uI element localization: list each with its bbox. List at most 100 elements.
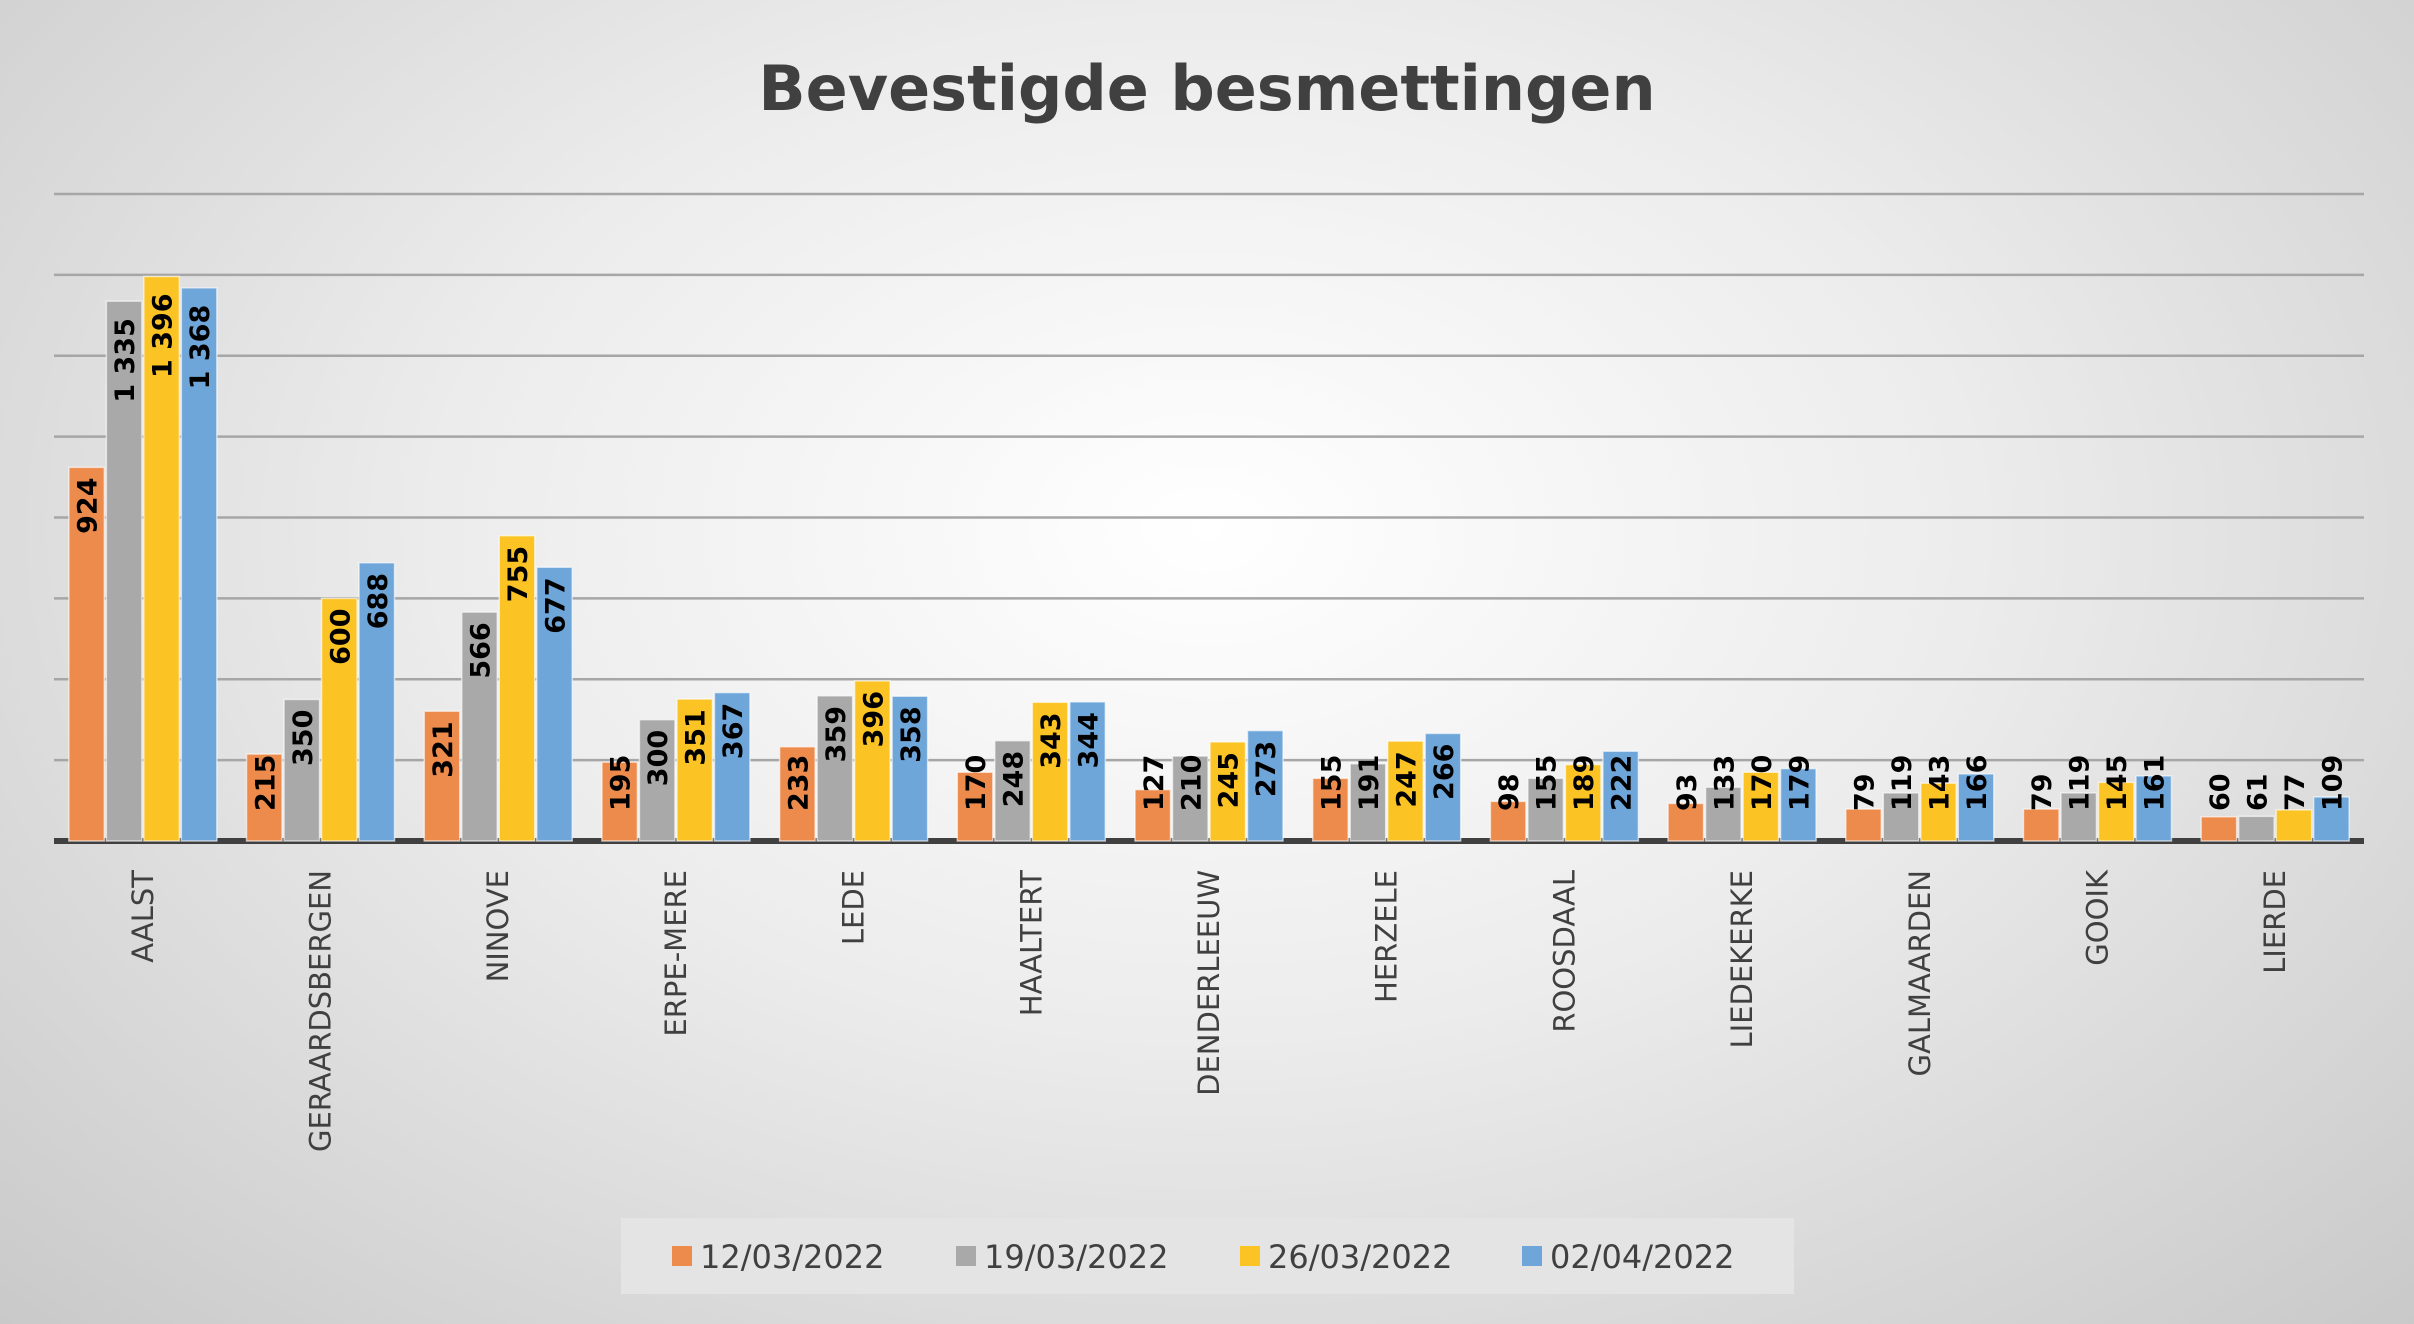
category-label: LIEDEKERKE: [1725, 870, 1759, 1049]
legend-label: 02/04/2022: [1550, 1238, 1734, 1276]
legend-label: 12/03/2022: [700, 1238, 884, 1276]
bar: [460, 611, 498, 842]
chart-title: Bevestigde besmettingen: [758, 52, 1655, 125]
data-label: 566: [465, 622, 496, 678]
bar: [1171, 755, 1209, 842]
bar: [956, 771, 994, 842]
category-labels: AALST GERAARDSBERGEN NINOVE ERPE-MERE LEDE HA…: [126, 869, 2292, 1152]
data-label: 155: [1532, 755, 1563, 811]
bar: [1311, 777, 1349, 842]
data-label: 109: [2317, 755, 2348, 811]
bar: [1489, 800, 1527, 842]
data-label: 189: [1569, 755, 1600, 811]
category-label: AALST: [126, 870, 160, 963]
bar: [1882, 792, 1920, 842]
bar: [358, 562, 396, 842]
bar: [891, 695, 929, 842]
data-label: 119: [2065, 755, 2096, 811]
data-label: 133: [1709, 755, 1740, 811]
data-label: 343: [1036, 712, 1067, 768]
bar: [1602, 750, 1640, 842]
bar: [1069, 701, 1107, 842]
data-label: 179: [1784, 755, 1815, 811]
data-label: 321: [428, 721, 459, 777]
data-label: 755: [503, 546, 534, 602]
category-label: LEDE: [837, 870, 871, 945]
bar: [676, 698, 714, 842]
data-label: 60: [2205, 773, 2236, 811]
bar: [1134, 788, 1172, 842]
data-label: 600: [325, 609, 356, 665]
data-label: 245: [1214, 752, 1245, 808]
data-label: 98: [1494, 773, 1525, 811]
bar: [601, 761, 639, 842]
bar: [1386, 740, 1424, 842]
data-label: 359: [821, 706, 852, 762]
category-label: ROOSDAAL: [1547, 870, 1581, 1033]
bar: [320, 597, 358, 842]
data-label: 215: [250, 755, 281, 811]
bars: [68, 275, 2350, 842]
data-label: 233: [783, 755, 814, 811]
data-label: 161: [2140, 755, 2171, 811]
bar: [1246, 729, 1284, 842]
legend-box: [621, 1218, 1794, 1294]
legend-label: 26/03/2022: [1268, 1238, 1452, 1276]
bar: [638, 718, 676, 842]
bar: [778, 746, 816, 842]
bar: [105, 300, 143, 842]
bar: [2237, 815, 2275, 842]
data-label: 1 335: [110, 318, 141, 403]
category-label: GALMAARDEN: [1903, 870, 1937, 1076]
data-label: 688: [363, 573, 394, 629]
legend-swatch: [1240, 1246, 1260, 1266]
bar: [1845, 808, 1883, 842]
data-label: 350: [288, 710, 319, 766]
data-label: 119: [1887, 755, 1918, 811]
data-label: 266: [1429, 744, 1460, 800]
bar: [816, 695, 854, 842]
bar: [2275, 809, 2313, 842]
bar: [2097, 781, 2135, 842]
bar: [1527, 777, 1565, 842]
legend-swatch: [672, 1246, 692, 1266]
data-label: 344: [1074, 712, 1105, 768]
data-label: 79: [2027, 773, 2058, 811]
bar: [994, 739, 1032, 842]
data-label: 166: [1962, 755, 1993, 811]
data-label: 170: [1747, 755, 1778, 811]
legend: 12/03/2022 19/03/2022 26/03/2022 02/04/2022: [672, 1238, 1734, 1276]
bar: [68, 466, 106, 842]
bar: [2022, 808, 2060, 842]
category-label: HAALTERT: [1014, 870, 1048, 1017]
data-label: 222: [1607, 755, 1638, 811]
bar: [143, 275, 181, 842]
data-label: 351: [681, 709, 712, 765]
data-label: 127: [1139, 755, 1170, 811]
data-label: 61: [2242, 773, 2273, 811]
bar: [1704, 786, 1742, 842]
category-label: LIERDE: [2258, 870, 2292, 974]
bar: [1779, 767, 1817, 842]
bar: [1209, 741, 1247, 842]
data-label: 1 396: [148, 293, 179, 378]
data-label: 170: [961, 755, 992, 811]
data-label: 145: [2102, 755, 2133, 811]
bar: [2060, 792, 2098, 842]
bar: [1564, 763, 1602, 842]
data-label: 248: [999, 751, 1030, 807]
data-label: 210: [1176, 755, 1207, 811]
bar: [283, 698, 321, 842]
data-label: 93: [1672, 773, 1703, 811]
data-label: 300: [643, 730, 674, 786]
data-label: 273: [1251, 741, 1282, 797]
data-label: 924: [73, 477, 104, 533]
bar: [1742, 771, 1780, 842]
bar: [1667, 802, 1705, 842]
data-label: 191: [1354, 755, 1385, 811]
bar: [1920, 782, 1958, 842]
category-label: HERZELE: [1370, 870, 1404, 1003]
bar: [423, 710, 461, 842]
